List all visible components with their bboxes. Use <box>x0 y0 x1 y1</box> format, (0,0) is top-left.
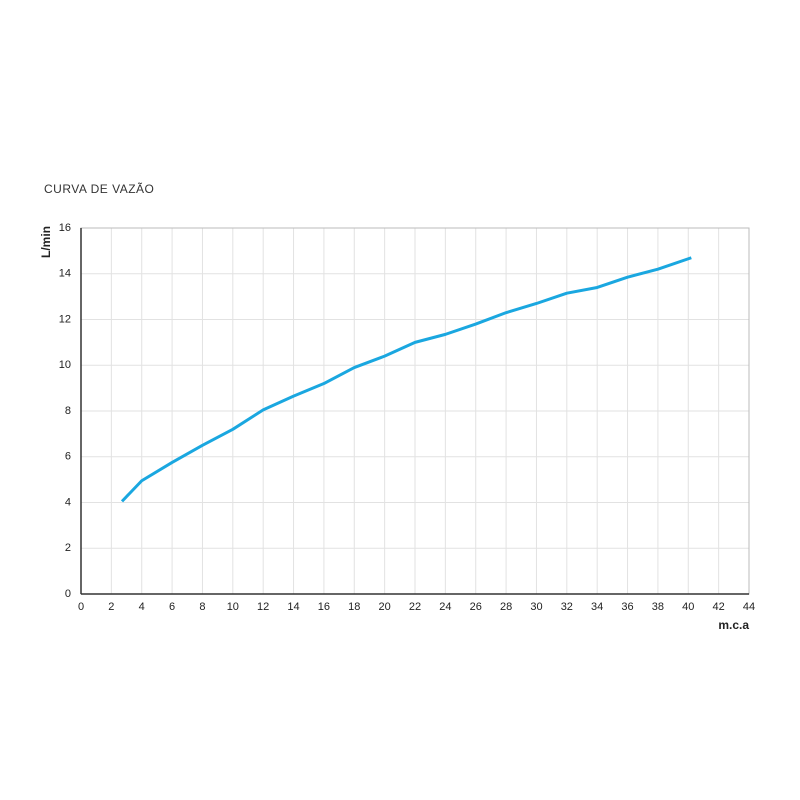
y-tick-label: 2 <box>65 542 71 554</box>
x-tick-label: 28 <box>500 601 512 613</box>
x-tick-label: 12 <box>257 601 269 613</box>
x-axis-label: m.c.a <box>718 618 749 632</box>
x-tick-label: 34 <box>591 601 603 613</box>
x-tick-label: 32 <box>561 601 573 613</box>
y-tick-label: 10 <box>59 359 71 371</box>
x-tick-label: 22 <box>409 601 421 613</box>
x-tick-label: 24 <box>439 601 451 613</box>
x-tick-label: 14 <box>287 601 299 613</box>
y-tick-label: 14 <box>59 268 71 280</box>
x-tick-label: 18 <box>348 601 360 613</box>
x-tick-label: 2 <box>108 601 114 613</box>
x-tick-label: 6 <box>169 601 175 613</box>
y-tick-label: 8 <box>65 405 71 417</box>
x-tick-label: 10 <box>227 601 239 613</box>
y-tick-label: 12 <box>59 313 71 325</box>
x-tick-label: 38 <box>652 601 664 613</box>
x-tick-label: 42 <box>713 601 725 613</box>
y-tick-label: 0 <box>65 588 71 600</box>
x-tick-label: 40 <box>682 601 694 613</box>
y-tick-label: 6 <box>65 451 71 463</box>
x-tick-label: 36 <box>621 601 633 613</box>
data-line <box>120 256 692 503</box>
y-tick-label: 4 <box>65 496 71 508</box>
x-tick-label: 30 <box>530 601 542 613</box>
y-axis-label: L/min <box>39 226 53 258</box>
x-tick-label: 26 <box>470 601 482 613</box>
x-tick-label: 0 <box>78 601 84 613</box>
x-tick-label: 20 <box>379 601 391 613</box>
x-tick-label: 44 <box>743 601 755 613</box>
chart-title: CURVA DE VAZÃO <box>44 182 154 196</box>
x-tick-label: 4 <box>139 601 145 613</box>
x-tick-label: 16 <box>318 601 330 613</box>
x-tick-label: 8 <box>199 601 205 613</box>
y-tick-label: 16 <box>59 222 71 234</box>
